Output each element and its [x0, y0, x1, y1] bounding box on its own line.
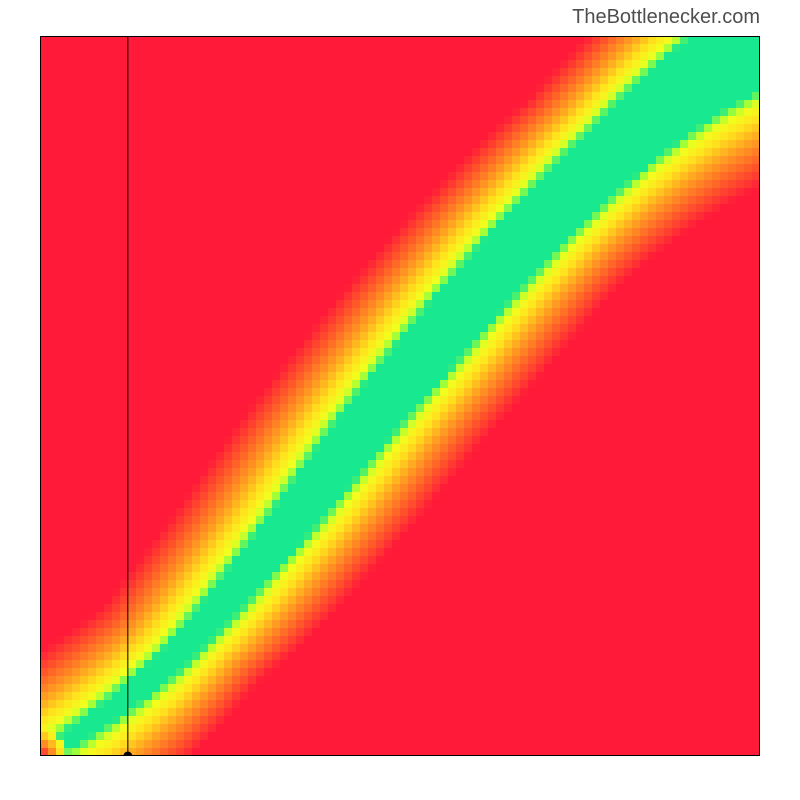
bottleneck-heatmap	[40, 36, 760, 756]
heatmap-canvas	[40, 36, 760, 756]
attribution-text: TheBottlenecker.com	[572, 6, 760, 29]
